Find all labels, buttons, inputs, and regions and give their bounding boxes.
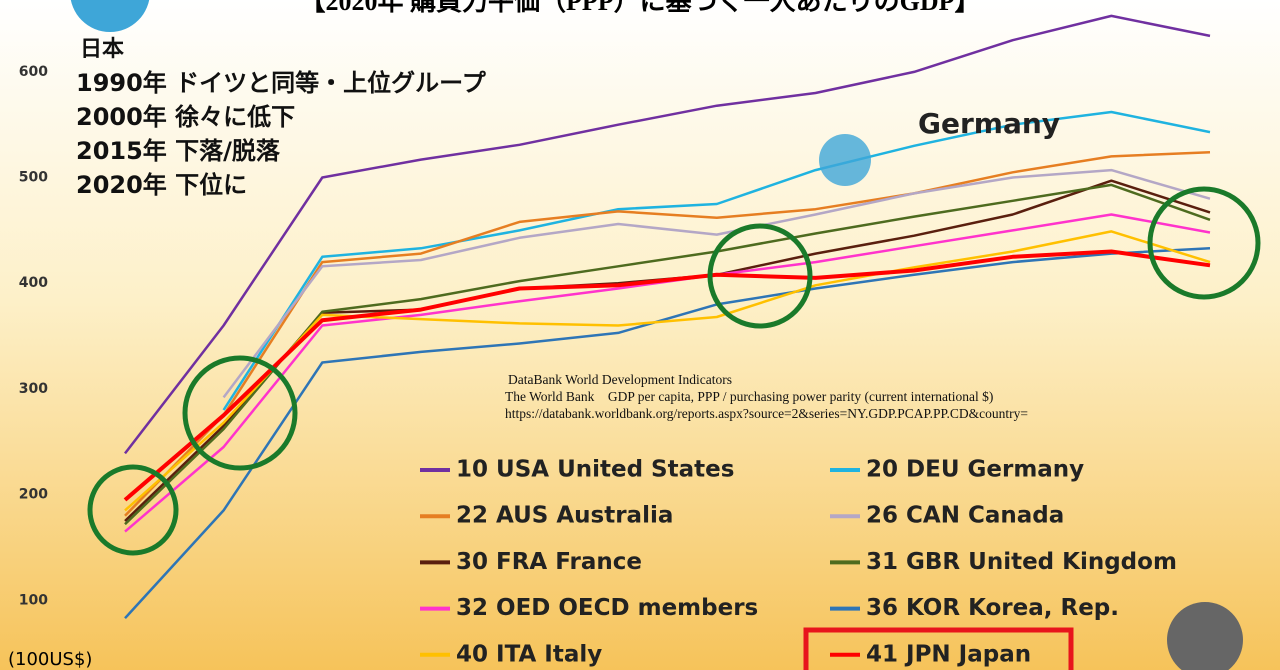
annotation: 日本 — [80, 37, 124, 62]
y-tick-label: 400 — [19, 275, 48, 291]
series-line — [124, 230, 1211, 512]
annotation: 1990年 ドイツと同等・上位グループ — [76, 69, 487, 97]
y-tick-label: 300 — [19, 381, 48, 397]
y-axis-label: (100US$) — [8, 649, 92, 670]
y-tick-label: 100 — [19, 592, 48, 608]
legend-label: 26 CAN Canada — [866, 503, 1064, 529]
legend-label: 20 DEU Germany — [866, 457, 1084, 483]
highlight-box — [803, 627, 1074, 670]
series-line — [124, 247, 1211, 620]
highlight-circle — [87, 464, 179, 556]
source-text: https://databank.worldbank.org/reports.a… — [505, 406, 1028, 421]
y-tick-label: 600 — [19, 64, 48, 80]
series-line — [124, 14, 1211, 455]
highlight-circles — [87, 186, 1261, 556]
highlight-circle — [707, 223, 813, 329]
logo — [70, 0, 150, 32]
highlight-circle — [182, 355, 298, 471]
y-tick-label: 200 — [19, 487, 48, 503]
source-text: The World Bank GDP per capita, PPP / pur… — [505, 389, 993, 404]
y-tick-label: 500 — [19, 170, 48, 186]
highlight-circle — [1147, 186, 1261, 300]
annotation: 2015年 下落/脱落 — [76, 137, 281, 165]
legend-label: 22 AUS Australia — [456, 503, 673, 529]
legend-label: 31 GBR United Kingdom — [866, 549, 1177, 575]
legend-label: 10 USA United States — [456, 457, 734, 483]
legend-label: 40 ITA Italy — [456, 641, 602, 667]
legend-label: 32 OED OECD members — [456, 595, 758, 621]
source-text: DataBank World Development Indicators — [508, 372, 732, 387]
series-line — [123, 249, 1211, 502]
legend-label: 36 KOR Korea, Rep. — [866, 595, 1119, 621]
annotation: 2000年 徐々に低下 — [76, 103, 295, 131]
chart-title: 【2020年 購買力平価（PPP）に基づく一人あたりのGDP】 — [299, 0, 980, 16]
logo — [1167, 602, 1243, 670]
legend-label: 41 JPN Japan — [866, 641, 1031, 667]
highlight-label: Germany — [918, 107, 1060, 140]
annotation: 2020年 下位に — [76, 171, 247, 199]
series-line — [222, 110, 1211, 411]
watermark-logo — [819, 134, 871, 186]
series-line — [222, 168, 1211, 399]
legend-label: 30 FRA France — [456, 549, 642, 575]
